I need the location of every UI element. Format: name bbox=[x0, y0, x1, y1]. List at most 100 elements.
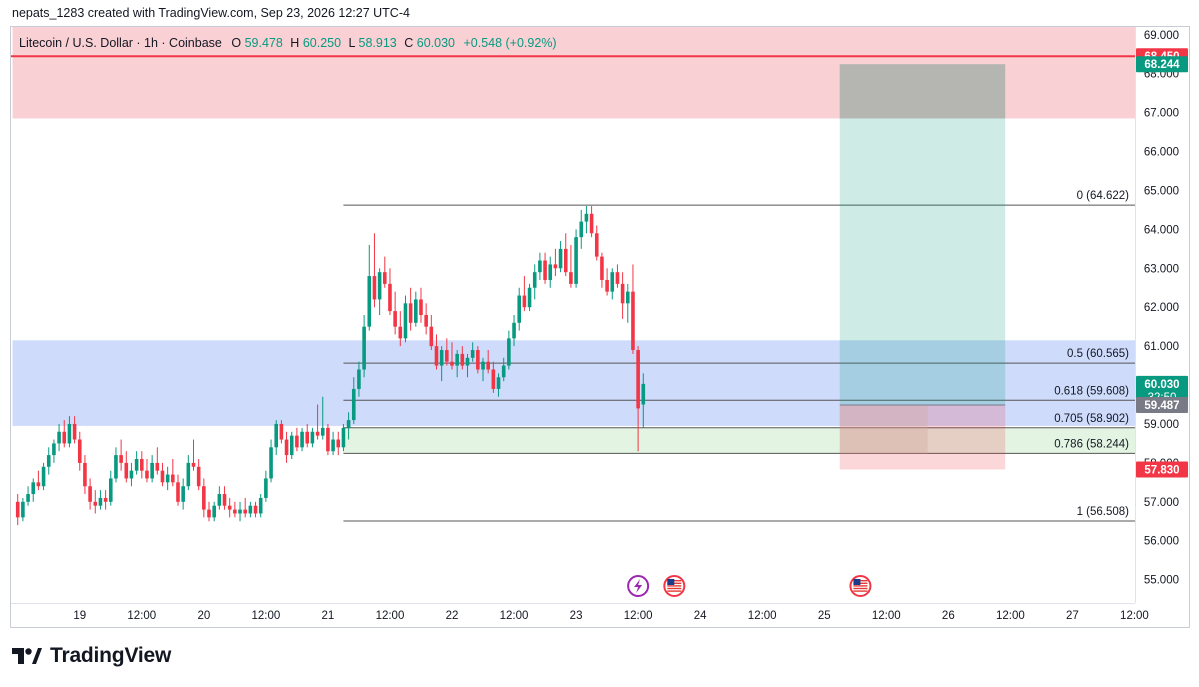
candle bbox=[336, 431, 341, 456]
candle bbox=[264, 470, 268, 502]
candle-body bbox=[398, 326, 403, 339]
candle bbox=[382, 256, 387, 288]
candle bbox=[222, 486, 227, 510]
candle bbox=[429, 315, 434, 351]
candle-body bbox=[88, 486, 92, 502]
candle-body bbox=[507, 338, 511, 366]
candle-body bbox=[372, 276, 377, 300]
x-tick-label: 20 bbox=[197, 610, 210, 622]
candle bbox=[315, 404, 320, 440]
candle-body bbox=[253, 505, 258, 514]
high-label: H bbox=[290, 36, 299, 50]
price-chart[interactable]: 0 (64.622) 0.5 (60.565) 0.618 (59.608) 0.70… bbox=[11, 27, 1189, 627]
candle-body bbox=[310, 431, 315, 444]
candle bbox=[295, 427, 299, 452]
candle-body bbox=[227, 505, 232, 510]
candle-body bbox=[620, 283, 625, 304]
candle-body bbox=[351, 388, 356, 421]
candle-body bbox=[196, 466, 201, 487]
candle-body bbox=[150, 462, 154, 479]
entry-zone bbox=[343, 427, 1135, 454]
candle bbox=[145, 459, 149, 483]
x-tick-label: 25 bbox=[818, 610, 831, 622]
candle-body bbox=[129, 470, 134, 479]
high-value: 60.250 bbox=[303, 36, 341, 50]
candle-body bbox=[548, 264, 553, 280]
candle bbox=[88, 478, 92, 510]
flag-canton bbox=[853, 579, 861, 585]
candle-body bbox=[62, 431, 67, 444]
position-shaded-top bbox=[839, 64, 1006, 119]
candle-body bbox=[579, 221, 584, 238]
candle bbox=[108, 470, 113, 506]
candle bbox=[460, 346, 465, 370]
open-value: 59.478 bbox=[245, 36, 283, 50]
x-tick-label: 12:00 bbox=[624, 610, 653, 622]
candle bbox=[553, 248, 558, 277]
candle-body bbox=[21, 501, 25, 518]
candle-body bbox=[186, 462, 191, 487]
candle bbox=[398, 311, 403, 347]
candle bbox=[594, 225, 599, 261]
x-tick-label: 12:00 bbox=[872, 610, 901, 622]
candle-body bbox=[543, 260, 547, 280]
candle bbox=[641, 373, 646, 428]
candle bbox=[46, 447, 51, 475]
candle-body bbox=[212, 505, 216, 518]
axis-layer: 55.00056.00057.00058.00059.00060.00061.0… bbox=[73, 30, 1179, 622]
candle bbox=[543, 252, 547, 284]
y-tick-label: 63.000 bbox=[1144, 263, 1179, 275]
chart-frame[interactable]: 0 (64.622) 0.5 (60.565) 0.618 (59.608) 0.70… bbox=[10, 26, 1190, 628]
candle bbox=[176, 474, 180, 506]
fib-level-label: 0.618 (59.608) bbox=[1054, 385, 1129, 397]
candle-body bbox=[625, 291, 630, 304]
candle-body bbox=[165, 474, 170, 483]
candles-layer bbox=[15, 206, 646, 526]
candle-body bbox=[284, 439, 289, 456]
candle bbox=[331, 431, 335, 456]
candle bbox=[424, 303, 428, 335]
y-tick-label: 62.000 bbox=[1144, 302, 1179, 314]
candle bbox=[512, 315, 516, 347]
candle-body bbox=[238, 509, 242, 514]
candle-body bbox=[274, 423, 279, 448]
candle-body bbox=[258, 497, 263, 514]
candle-body bbox=[145, 470, 149, 479]
candle-body bbox=[594, 233, 599, 257]
candle-body bbox=[108, 478, 113, 502]
candle-body bbox=[445, 350, 449, 362]
candle bbox=[253, 501, 258, 518]
candle-body bbox=[553, 264, 558, 269]
candle bbox=[77, 431, 82, 471]
candle bbox=[289, 431, 294, 459]
fib-level-label: 0.5 (60.565) bbox=[1067, 348, 1129, 360]
candle bbox=[181, 478, 185, 510]
candle-body bbox=[522, 295, 527, 308]
y-tick-label: 64.000 bbox=[1144, 224, 1179, 236]
stop-zone bbox=[839, 405, 1006, 470]
symbol-name[interactable]: Litecoin / U.S. Dollar · 1h · Coinbase bbox=[19, 36, 222, 50]
candle bbox=[129, 462, 134, 487]
candle bbox=[610, 268, 615, 300]
candle bbox=[558, 241, 563, 273]
candle bbox=[279, 420, 284, 444]
brand[interactable]: TradingView bbox=[12, 644, 171, 668]
candle-body bbox=[264, 478, 268, 498]
flag-stripe bbox=[853, 590, 868, 592]
candle bbox=[124, 451, 129, 483]
candle-body bbox=[315, 431, 320, 436]
candle-body bbox=[641, 383, 646, 405]
candle-body bbox=[584, 213, 589, 222]
candle-body bbox=[83, 462, 87, 487]
candle bbox=[439, 346, 444, 382]
candle-body bbox=[419, 299, 423, 315]
candle bbox=[150, 455, 154, 483]
candle bbox=[615, 264, 620, 288]
x-tick-label: 12:00 bbox=[251, 610, 280, 622]
x-tick-label: 12:00 bbox=[748, 610, 777, 622]
candle-body bbox=[93, 501, 98, 506]
candle-body bbox=[160, 470, 165, 483]
candle-body bbox=[589, 213, 594, 234]
candle bbox=[52, 439, 56, 463]
candle bbox=[517, 287, 522, 331]
